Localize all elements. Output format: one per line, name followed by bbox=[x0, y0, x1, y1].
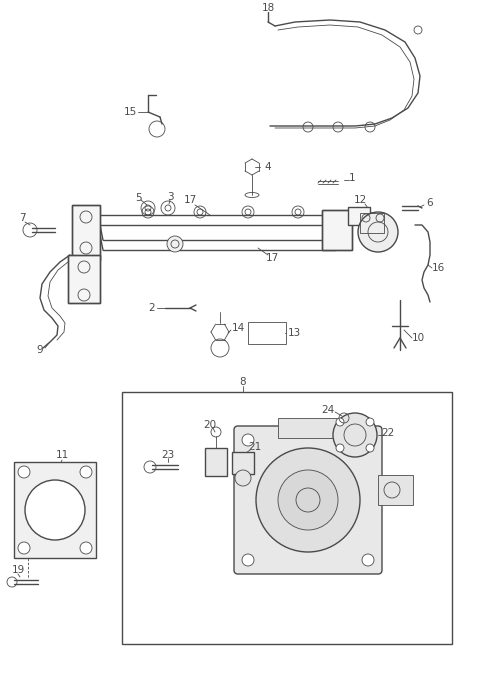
Text: 11: 11 bbox=[55, 450, 69, 460]
Bar bbox=[205, 448, 227, 476]
Text: 19: 19 bbox=[12, 565, 24, 575]
Circle shape bbox=[242, 434, 254, 446]
Circle shape bbox=[333, 413, 377, 457]
Text: 14: 14 bbox=[231, 323, 245, 333]
Circle shape bbox=[362, 434, 374, 446]
Bar bbox=[72, 205, 100, 260]
Text: 17: 17 bbox=[265, 253, 278, 263]
Circle shape bbox=[336, 418, 344, 426]
Bar bbox=[378, 475, 413, 505]
Circle shape bbox=[366, 418, 374, 426]
Bar bbox=[278, 418, 338, 438]
Text: 5: 5 bbox=[135, 193, 141, 203]
Circle shape bbox=[336, 444, 344, 452]
Text: 24: 24 bbox=[322, 405, 335, 415]
Text: 1: 1 bbox=[348, 173, 355, 183]
Bar bbox=[122, 392, 452, 644]
Bar bbox=[248, 322, 286, 344]
Text: 21: 21 bbox=[248, 442, 262, 452]
Bar bbox=[72, 205, 100, 260]
Bar bbox=[232, 452, 254, 474]
Text: 13: 13 bbox=[288, 328, 300, 338]
Bar bbox=[14, 462, 96, 558]
Text: 23: 23 bbox=[161, 450, 175, 460]
Text: 7: 7 bbox=[19, 213, 25, 223]
Text: 22: 22 bbox=[382, 428, 395, 438]
Circle shape bbox=[80, 466, 92, 478]
Circle shape bbox=[242, 554, 254, 566]
Text: 4: 4 bbox=[264, 162, 271, 172]
Bar bbox=[360, 213, 384, 233]
Text: 16: 16 bbox=[432, 263, 444, 273]
Text: 6: 6 bbox=[427, 198, 433, 208]
Text: 17: 17 bbox=[183, 195, 197, 205]
Bar bbox=[322, 210, 352, 250]
Circle shape bbox=[256, 448, 360, 552]
Text: 2: 2 bbox=[149, 303, 156, 313]
Text: 12: 12 bbox=[353, 195, 367, 205]
Text: 18: 18 bbox=[262, 3, 275, 13]
Circle shape bbox=[366, 444, 374, 452]
Circle shape bbox=[358, 212, 398, 252]
Circle shape bbox=[235, 470, 251, 486]
Bar bbox=[322, 210, 352, 250]
Bar bbox=[68, 255, 100, 303]
Text: 3: 3 bbox=[167, 192, 173, 202]
Circle shape bbox=[278, 470, 338, 530]
Text: 8: 8 bbox=[240, 377, 246, 387]
Circle shape bbox=[25, 480, 85, 540]
Circle shape bbox=[362, 554, 374, 566]
Circle shape bbox=[167, 236, 183, 252]
FancyBboxPatch shape bbox=[234, 426, 382, 574]
Text: 15: 15 bbox=[123, 107, 137, 117]
Bar bbox=[68, 255, 100, 303]
Text: 10: 10 bbox=[411, 333, 425, 343]
Circle shape bbox=[18, 466, 30, 478]
Bar bbox=[348, 207, 370, 225]
Circle shape bbox=[80, 542, 92, 554]
Circle shape bbox=[18, 542, 30, 554]
Bar bbox=[348, 207, 370, 225]
Text: 9: 9 bbox=[36, 345, 43, 355]
Text: 20: 20 bbox=[204, 420, 216, 430]
